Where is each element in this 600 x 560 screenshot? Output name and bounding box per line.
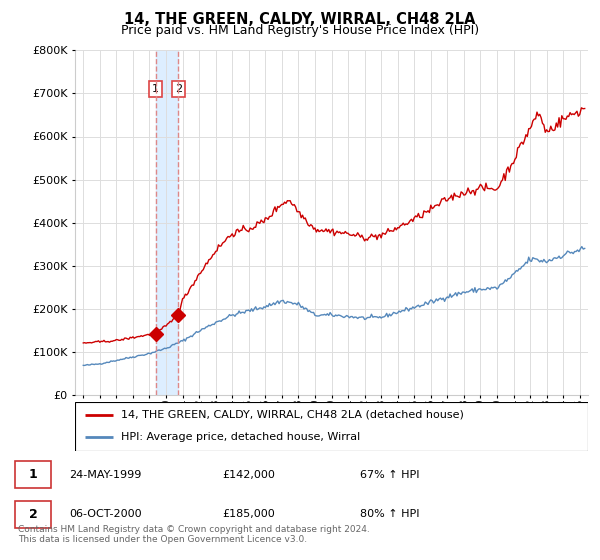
Text: £142,000: £142,000 bbox=[222, 470, 275, 480]
Text: 67% ↑ HPI: 67% ↑ HPI bbox=[360, 470, 419, 480]
Text: HPI: Average price, detached house, Wirral: HPI: Average price, detached house, Wirr… bbox=[121, 432, 361, 442]
Text: Contains HM Land Registry data © Crown copyright and database right 2024.
This d: Contains HM Land Registry data © Crown c… bbox=[18, 525, 370, 544]
Text: 14, THE GREEN, CALDY, WIRRAL, CH48 2LA (detached house): 14, THE GREEN, CALDY, WIRRAL, CH48 2LA (… bbox=[121, 410, 464, 420]
Text: 80% ↑ HPI: 80% ↑ HPI bbox=[360, 509, 419, 519]
Text: Price paid vs. HM Land Registry's House Price Index (HPI): Price paid vs. HM Land Registry's House … bbox=[121, 24, 479, 36]
Text: 2: 2 bbox=[29, 507, 37, 521]
Bar bbox=[156, 50, 178, 395]
Text: 24-MAY-1999: 24-MAY-1999 bbox=[69, 470, 142, 480]
Text: 1: 1 bbox=[152, 84, 159, 94]
Text: 14, THE GREEN, CALDY, WIRRAL, CH48 2LA: 14, THE GREEN, CALDY, WIRRAL, CH48 2LA bbox=[124, 12, 476, 27]
Text: 2: 2 bbox=[175, 84, 182, 94]
Text: 06-OCT-2000: 06-OCT-2000 bbox=[69, 509, 142, 519]
Text: £185,000: £185,000 bbox=[222, 509, 275, 519]
Text: 1: 1 bbox=[29, 468, 37, 482]
